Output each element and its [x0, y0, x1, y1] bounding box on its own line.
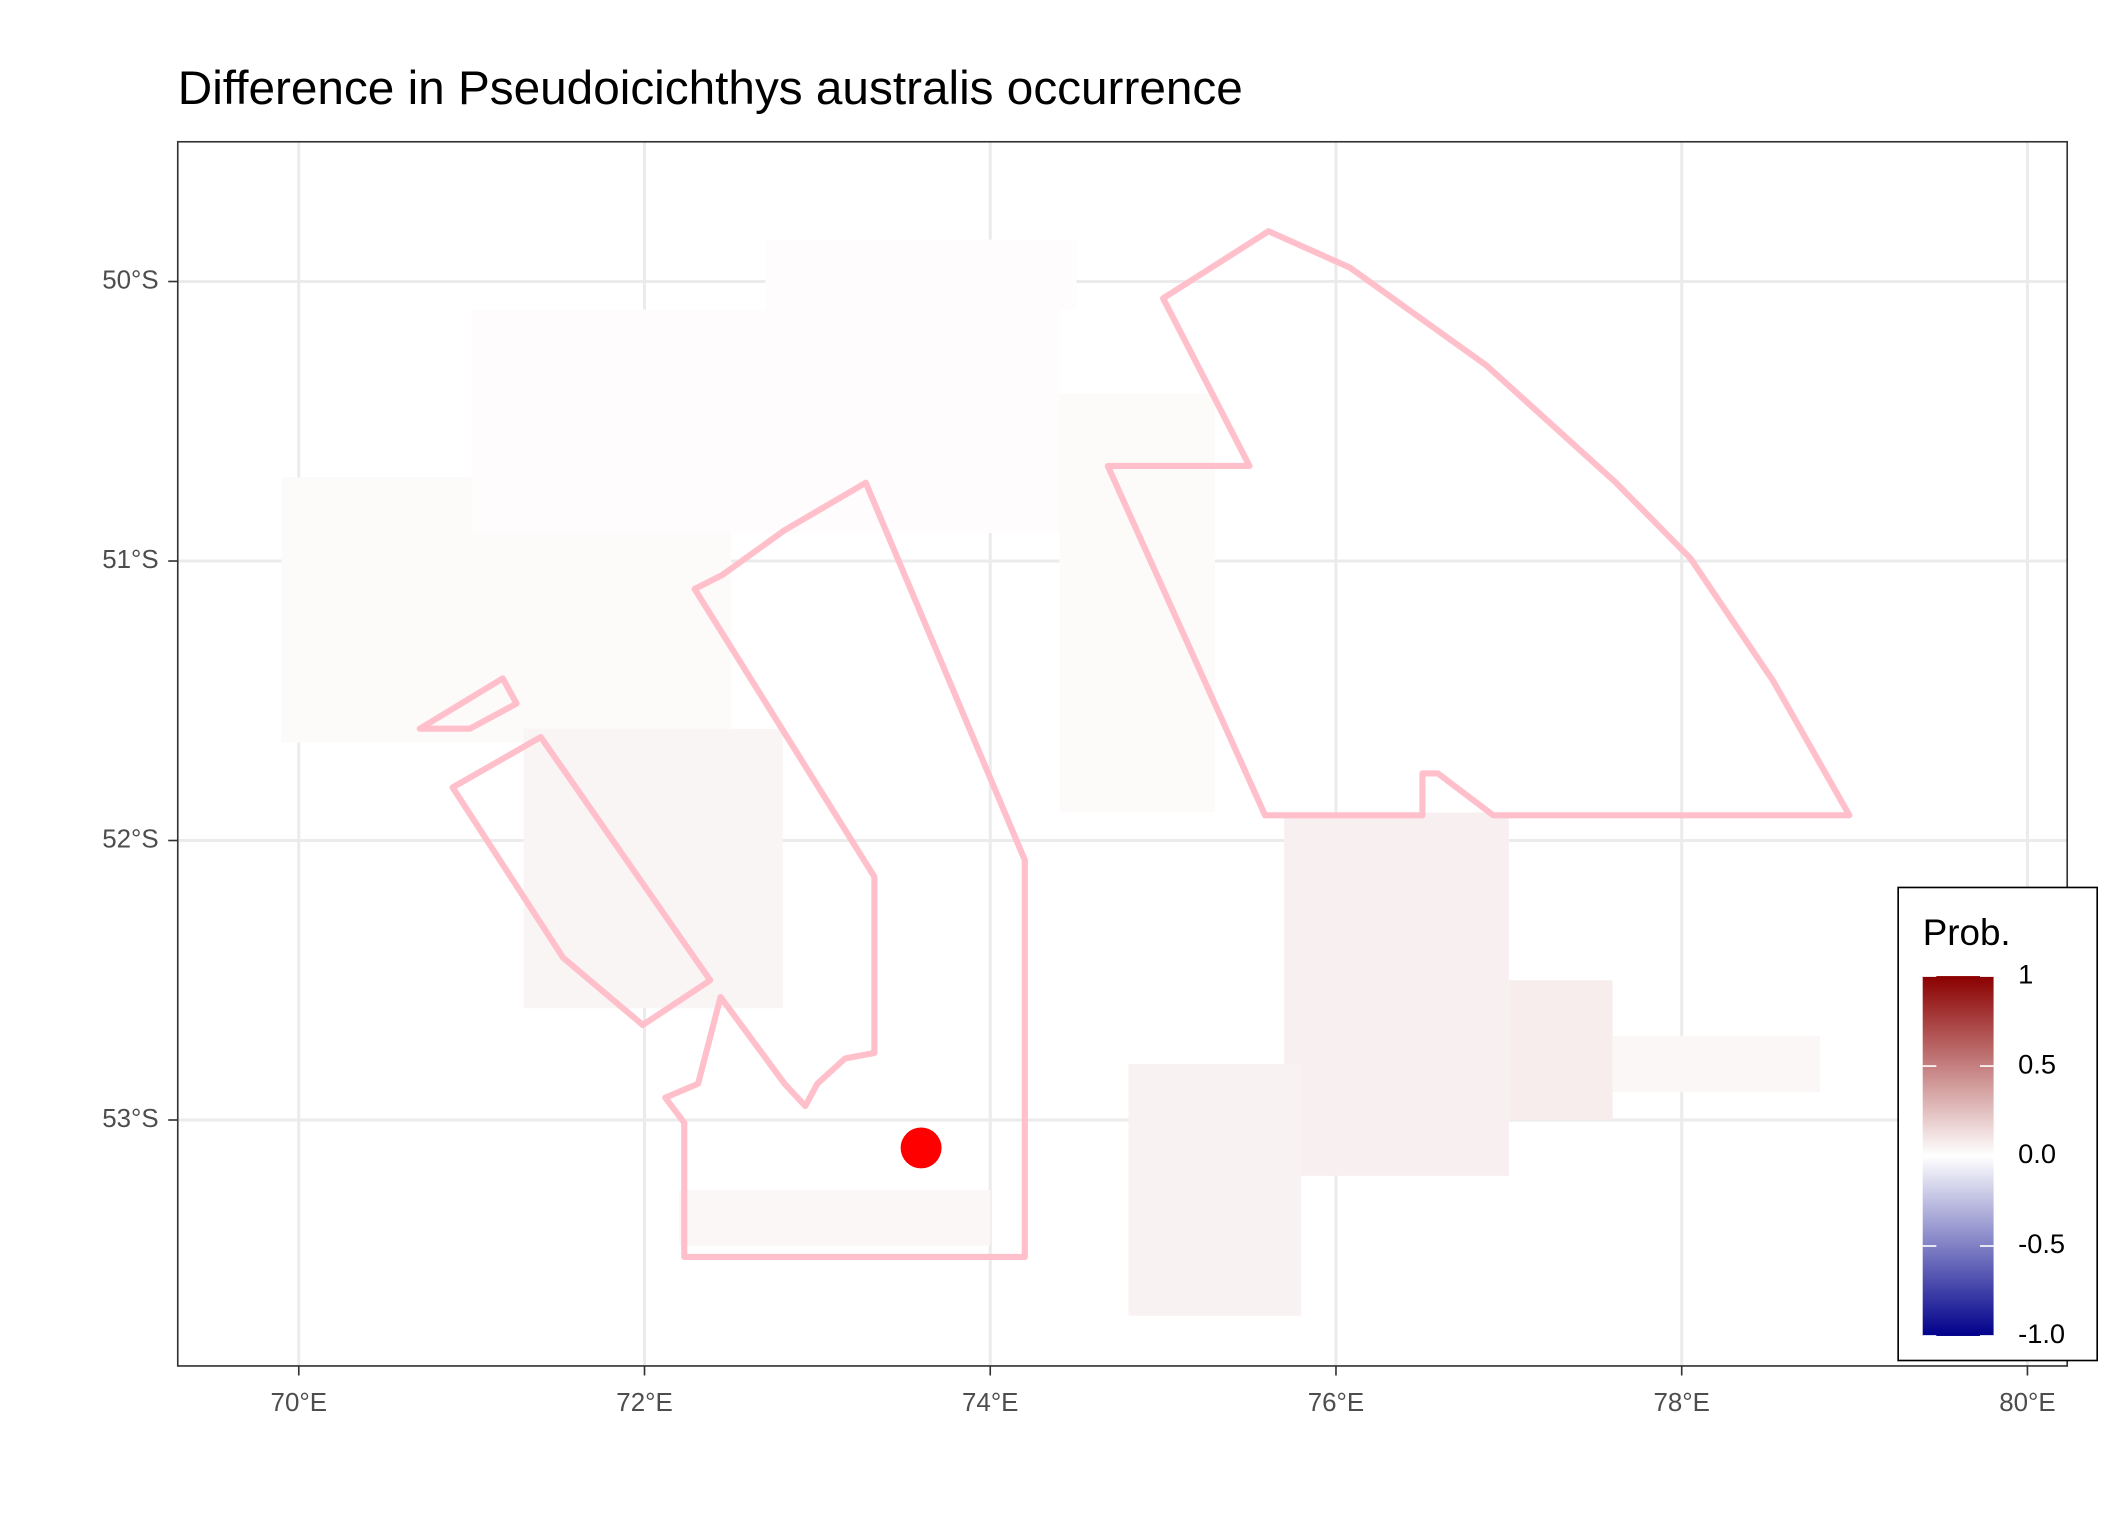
x-tick-label: 76°E — [1308, 1389, 1364, 1417]
raster-cell — [1284, 812, 1509, 1176]
x-tick-label: 78°E — [1653, 1389, 1709, 1417]
y-tick-label: 52°S — [102, 825, 158, 853]
raster-cell — [1612, 1036, 1821, 1093]
zone-outline — [416, 675, 520, 732]
legend-tick-label: -0.5 — [2018, 1228, 2065, 1259]
y-tick-label: 53°S — [102, 1105, 158, 1133]
legend: Prob. 1 0.5 0.0 -0.5 -1.0 — [1897, 886, 2099, 1362]
x-tick-label: 80°E — [1999, 1389, 2055, 1417]
y-tick-label: 51°S — [102, 546, 158, 574]
zone-outline — [662, 479, 1028, 1261]
panel-border — [176, 140, 2069, 1367]
location-point — [900, 1127, 942, 1169]
legend-tick-label: 0.5 — [2018, 1048, 2056, 1079]
legend-tick-label: -1.0 — [2018, 1318, 2065, 1349]
legend-title: Prob. — [1923, 912, 2011, 953]
raster-cell — [1059, 393, 1215, 813]
zone-outline — [449, 734, 714, 1029]
raster-cell — [471, 309, 1060, 534]
legend-tick-label: 0.0 — [2018, 1138, 2056, 1169]
legend-tick-label: 1 — [2018, 958, 2033, 989]
x-tick-label: 74°E — [962, 1389, 1018, 1417]
chart-title: Difference in Pseudoicichthys australis … — [178, 62, 1243, 115]
zone-outline — [1104, 228, 1853, 819]
y-tick-label: 50°S — [102, 266, 158, 294]
x-tick-label: 70°E — [271, 1389, 327, 1417]
raster-cell — [765, 239, 1077, 310]
raster-cell — [679, 1189, 991, 1246]
raster-cell — [1508, 980, 1613, 1121]
x-tick-label: 72°E — [616, 1389, 672, 1417]
raster-cell — [1128, 1064, 1302, 1316]
